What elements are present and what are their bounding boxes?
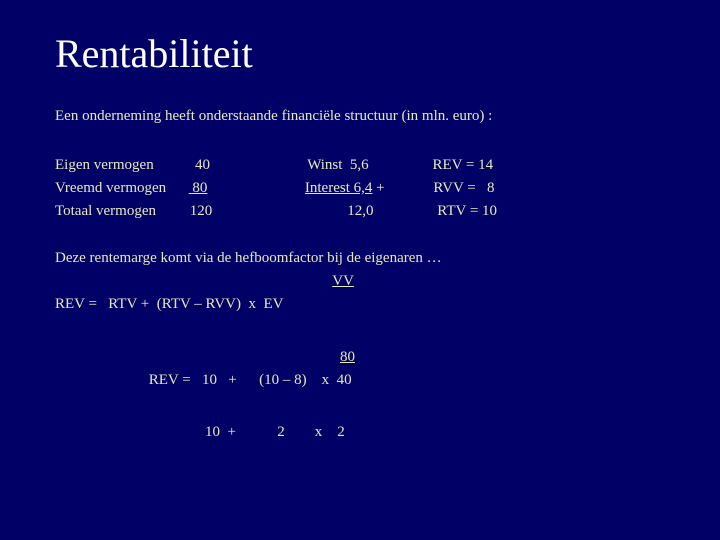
capital-row-1: Eigen vermogen 40 Winst 5,6 REV = 14 (55, 154, 665, 177)
c: x 2 (285, 424, 345, 440)
spacer (55, 223, 665, 246)
mid: Winst 5,6 (307, 157, 368, 173)
spacer (55, 130, 665, 153)
vv: VV (332, 273, 354, 289)
c: (10 – 8) (237, 372, 307, 388)
value: 120 (190, 203, 213, 219)
value: 80 (189, 180, 208, 196)
right: REV = 14 (432, 157, 493, 173)
plus: + (372, 180, 384, 196)
right: RVV = 8 (433, 180, 494, 196)
b: 10 + (191, 372, 237, 388)
label: Totaal vermogen (55, 203, 156, 219)
right: RTV = 10 (437, 203, 497, 219)
formula-line: REV = RTV + (RTV – RVV) x EV (55, 293, 665, 316)
calc-line-1: REV = 10 + (10 – 8) x 40 (55, 369, 665, 392)
capital-row-3: Totaal vermogen 120 12,0 RTV = 10 (55, 200, 665, 223)
calc-fraction-top: 80 (55, 346, 665, 369)
intro-text: Een onderneming heeft onderstaande finan… (55, 105, 665, 128)
a: 10 + (149, 424, 236, 440)
d: x 40 (307, 372, 352, 388)
capital-row-2: Vreemd vermogen 80 Interest 6,4 + RVV = … (55, 177, 665, 200)
leverage-text: Deze rentemarge komt via de hefboomfacto… (55, 247, 665, 270)
a: REV = (149, 372, 191, 388)
n80: 80 (340, 349, 355, 365)
slide-title: Rentabiliteit (55, 30, 665, 77)
label: Vreemd vermogen (55, 180, 166, 196)
spacer (55, 398, 665, 421)
spacer (55, 322, 665, 345)
formula-fraction-top: VV (55, 270, 665, 293)
slide: Rentabiliteit Een onderneming heeft onde… (0, 0, 720, 540)
calc-line-2: 10 + 2 x 2 (55, 421, 665, 444)
mid: 12,0 (310, 203, 374, 219)
label: Eigen vermogen (55, 157, 154, 173)
b: 2 (236, 424, 285, 440)
mid: Interest 6,4 (305, 180, 372, 196)
value: 40 (191, 157, 210, 173)
